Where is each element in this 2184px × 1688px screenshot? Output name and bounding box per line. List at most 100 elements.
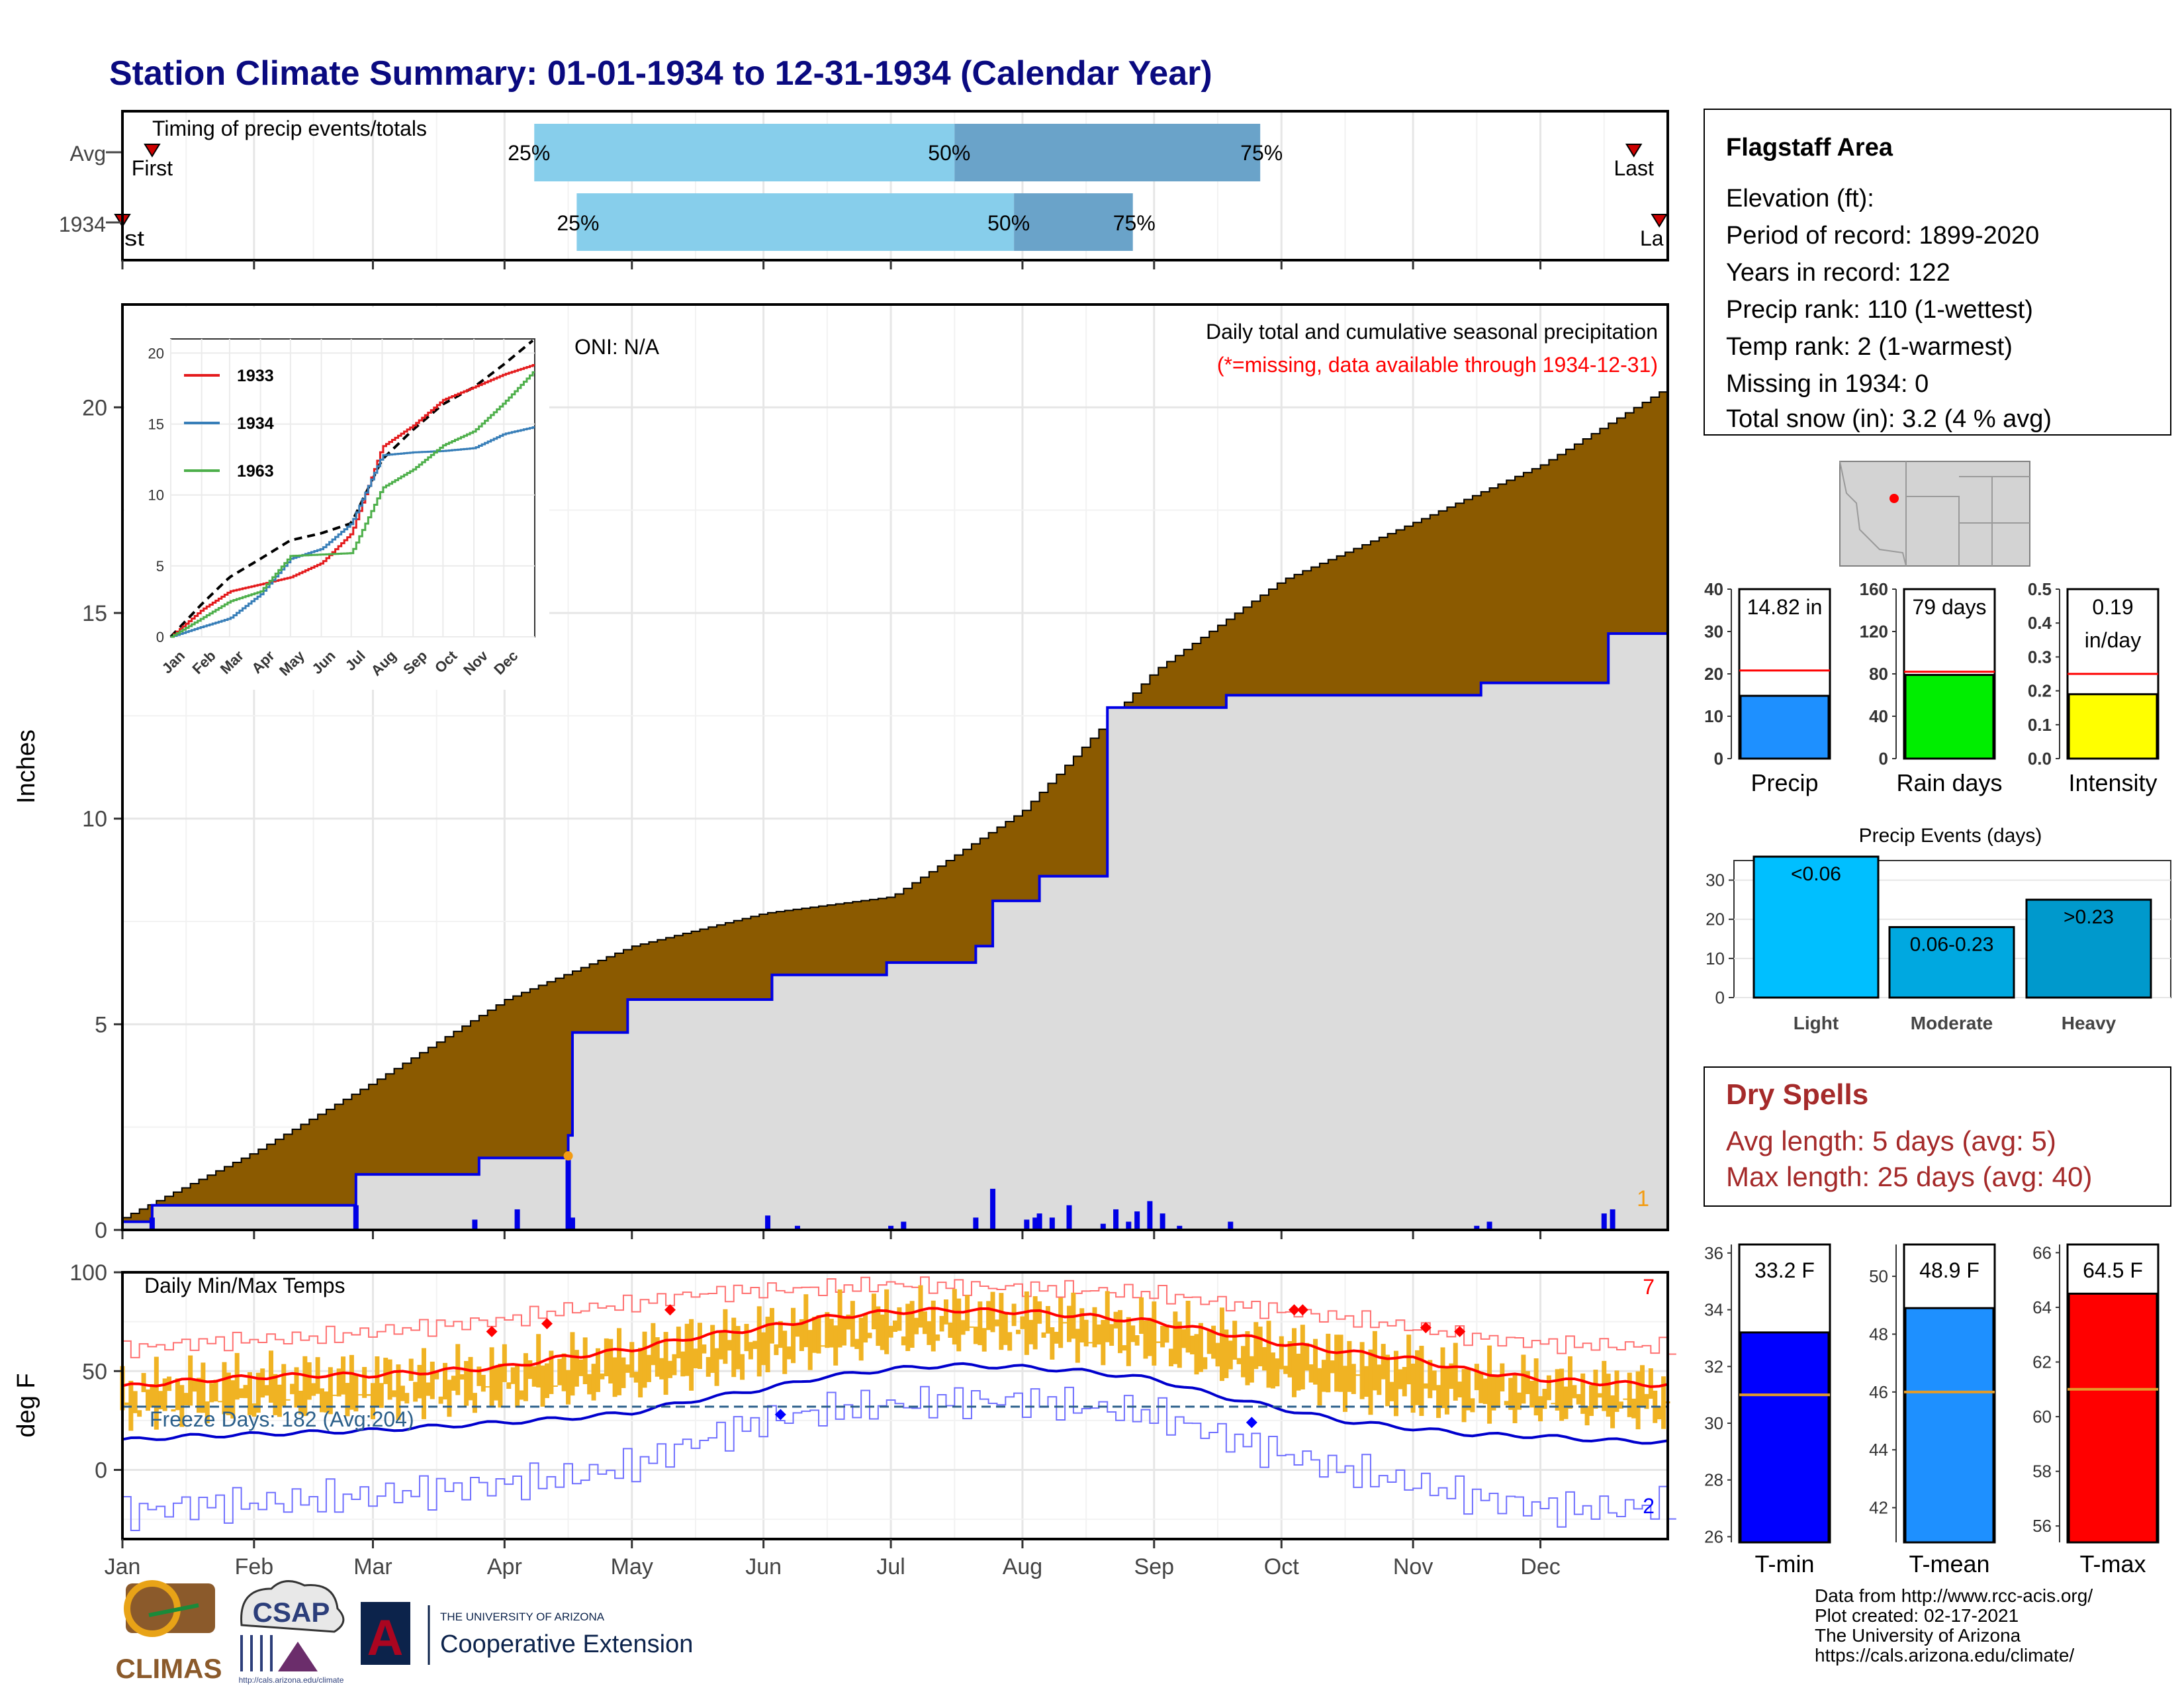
events-category-label: Moderate: [1911, 1013, 1993, 1033]
daily-temp-bar: [332, 1394, 338, 1396]
inset-y-tick-label: 20: [148, 345, 164, 361]
daily-temp-bar: [1304, 1342, 1310, 1371]
daily-temp-bar: [1007, 1332, 1013, 1351]
daily-temp-bar: [807, 1330, 813, 1370]
mini-bar-tick-label: 40: [1869, 706, 1888, 726]
temp-bar-tick-label: 32: [1704, 1356, 1723, 1376]
daily-temp-bar: [1542, 1389, 1547, 1409]
mini-bar-tick-label: 0.5: [2028, 579, 2052, 599]
timing-first-label: st: [124, 226, 144, 250]
precip-y-tick-label: 5: [95, 1012, 107, 1037]
daily-temp-bar: [1101, 1319, 1106, 1366]
inset-series-line: [171, 364, 535, 638]
daily-temp-bar: [956, 1298, 962, 1352]
daily-precip-bar: [472, 1219, 478, 1230]
daily-temp-bar: [1351, 1364, 1356, 1394]
temp-bar-label: T-min: [1755, 1550, 1815, 1577]
record-high-count: 7: [1643, 1275, 1655, 1299]
daily-temp-bar: [1551, 1403, 1556, 1405]
freeze-days-label: Freeze Days: 182 (Avg:204): [150, 1407, 414, 1431]
daily-temp-bar: [306, 1362, 312, 1400]
daily-temp-bar: [774, 1344, 779, 1356]
dry-spells-max: Max length: 25 days (avg: 40): [1726, 1161, 2092, 1192]
daily-temp-bar: [336, 1368, 341, 1397]
daily-temp-bar: [582, 1337, 588, 1385]
daily-temp-bar: [205, 1401, 210, 1424]
daily-precip-bar: [1486, 1221, 1492, 1230]
daily-temp-bar: [735, 1326, 741, 1370]
daily-temp-bar: [345, 1383, 350, 1417]
daily-temp-bar: [375, 1356, 380, 1407]
daily-temp-bar: [1245, 1331, 1250, 1385]
temp-y-tick-label: 100: [69, 1260, 107, 1286]
temp-bar-tick-label: 62: [2032, 1352, 2052, 1372]
temp-bar-value-label: 48.9 F: [1919, 1258, 1979, 1282]
daily-temp-bar: [1657, 1406, 1662, 1420]
daily-temp-bar: [251, 1403, 257, 1417]
month-label: Jul: [876, 1554, 905, 1579]
daily-temp-bar: [633, 1372, 639, 1383]
daily-temp-bar: [1385, 1354, 1390, 1407]
daily-temp-bar: [1381, 1344, 1386, 1380]
daily-temp-bar: [141, 1373, 146, 1393]
daily-temp-bar: [264, 1385, 269, 1396]
daily-temp-bar: [485, 1386, 490, 1388]
daily-temp-bar: [324, 1391, 329, 1413]
inset-legend-label: 1933: [237, 367, 274, 385]
daily-temp-bar: [1024, 1291, 1029, 1355]
timing-bar-q25-q50: [576, 193, 1015, 251]
dry-spells-avg: Avg length: 5 days (avg: 5): [1726, 1125, 2056, 1156]
daily-temp-bar: [1054, 1331, 1059, 1344]
daily-temp-bar: [629, 1342, 635, 1378]
daily-temp-bar: [1117, 1310, 1122, 1354]
daily-temp-bar: [1428, 1360, 1433, 1399]
daily-temp-bar: [1211, 1325, 1216, 1359]
daily-temp-bar: [702, 1344, 707, 1354]
daily-temp-bar: [1487, 1345, 1492, 1424]
footer: Data from http://www.rcc-acis.org/ Plot …: [1815, 1585, 2093, 1665]
daily-temp-bar: [531, 1366, 537, 1387]
station-info-box: Flagstaff Area Elevation (ft): Period of…: [1704, 109, 2171, 436]
inset-y-tick-label: 0: [156, 629, 164, 645]
temp-bar-tick-label: 48: [1869, 1324, 1888, 1344]
daily-temp-bar: [527, 1360, 533, 1380]
daily-temp-bar: [1330, 1360, 1335, 1374]
daily-temp-bar: [1410, 1363, 1416, 1413]
mini-bar-tick-label: 0.3: [2028, 647, 2052, 667]
daily-temp-bar: [888, 1325, 893, 1338]
mini-bar-tick-label: 0.2: [2028, 681, 2052, 701]
daily-precip-bar: [1032, 1217, 1038, 1230]
daily-temp-bar: [255, 1372, 261, 1413]
daily-temp-bar: [506, 1382, 512, 1389]
daily-temp-bar: [188, 1355, 193, 1406]
timing-p75-label: 75%: [1240, 141, 1283, 165]
daily-temp-bar: [230, 1380, 236, 1419]
daily-temp-bar: [948, 1322, 953, 1338]
month-label: Jan: [105, 1554, 141, 1579]
daily-precip-bar: [1147, 1201, 1153, 1230]
temp-bar-tick-label: 44: [1869, 1440, 1888, 1460]
daily-temp-bar: [612, 1357, 617, 1397]
daily-temp-bar: [587, 1374, 592, 1395]
record-high-line: [122, 1276, 1676, 1358]
daily-temp-bar: [417, 1364, 422, 1399]
daily-temp-bar: [1491, 1376, 1496, 1411]
daily-temp-bar: [328, 1367, 333, 1415]
daily-temp-bar: [825, 1312, 830, 1348]
daily-temp-bar: [421, 1348, 426, 1419]
temp-bar-tick-label: 26: [1704, 1526, 1723, 1546]
daily-temp-bar: [1206, 1329, 1212, 1354]
daily-temp-bar: [1576, 1393, 1581, 1405]
footer-line-3: The University of Arizona: [1815, 1625, 2021, 1646]
daily-temp-bar: [357, 1394, 363, 1396]
daily-temp-bar: [693, 1348, 698, 1369]
daily-temp-bar: [1436, 1385, 1441, 1419]
daily-temp-bar: [1627, 1372, 1632, 1417]
timing-p75-label: 75%: [1113, 211, 1156, 235]
daily-temp-bar: [901, 1336, 906, 1346]
daily-temp-bar: [459, 1374, 465, 1380]
month-label: Sep: [1134, 1554, 1175, 1579]
daily-temp-bar: [1317, 1368, 1322, 1406]
daily-temp-bar: [302, 1356, 308, 1417]
daily-temp-bar: [544, 1363, 549, 1399]
